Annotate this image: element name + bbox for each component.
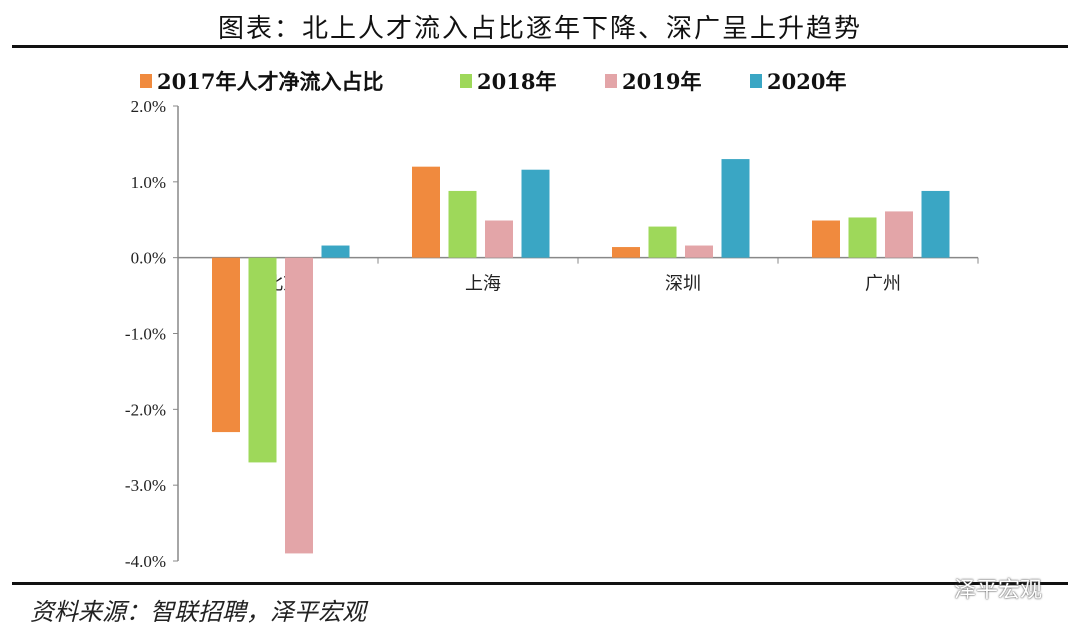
legend-swatch <box>140 74 152 88</box>
bar-深圳-2019年 <box>685 245 713 258</box>
x-tick-label: 上海 <box>465 274 501 295</box>
watermark: 泽平宏观 <box>953 578 1042 603</box>
y-tick-label: 0.0% <box>131 249 166 268</box>
legend-swatch <box>750 74 762 88</box>
bar-广州-2018年 <box>848 217 877 258</box>
bar-上海-2017年人才净流入占比 <box>412 166 440 258</box>
bar-北京-2018年 <box>248 257 277 463</box>
legend-swatch <box>605 74 617 88</box>
bar-深圳-2018年 <box>648 226 677 258</box>
bar-广州-2020年 <box>921 190 950 258</box>
bottom-rule <box>12 582 1068 585</box>
y-tick-label: -2.0% <box>125 400 166 419</box>
bar-深圳-2020年 <box>721 159 750 258</box>
bar-广州-2017年人才净流入占比 <box>812 220 840 258</box>
legend-label: 2017年人才净流入占比 <box>157 69 383 94</box>
bar-深圳-2017年人才净流入占比 <box>612 247 640 258</box>
bar-上海-2018年 <box>448 190 477 258</box>
x-tick-label: 深圳 <box>665 274 701 295</box>
figure-title: 图表：北上人才流入占比逐年下降、深广呈上升趋势 <box>217 14 862 44</box>
bar-北京-2020年 <box>321 245 350 258</box>
bar-北京-2019年 <box>285 257 313 554</box>
legend-label: 2018年 <box>477 69 556 94</box>
y-tick-label: 2.0% <box>131 97 166 116</box>
x-tick-label: 广州 <box>865 274 901 295</box>
bar-广州-2019年 <box>885 211 913 258</box>
y-tick-label: 1.0% <box>131 173 166 192</box>
top-rule <box>12 45 1068 48</box>
legend-label: 2020年 <box>767 69 846 94</box>
source-note: 资料来源：智联招聘，泽平宏观 <box>30 598 366 626</box>
legend-swatch <box>460 74 472 88</box>
y-tick-label: -4.0% <box>125 552 166 571</box>
bar-北京-2017年人才净流入占比 <box>212 257 240 433</box>
legend-label: 2019年 <box>622 69 701 94</box>
bar-上海-2019年 <box>485 220 513 258</box>
y-tick-label: -3.0% <box>125 476 166 495</box>
bar-上海-2020年 <box>521 169 550 258</box>
y-tick-label: -1.0% <box>125 325 166 344</box>
